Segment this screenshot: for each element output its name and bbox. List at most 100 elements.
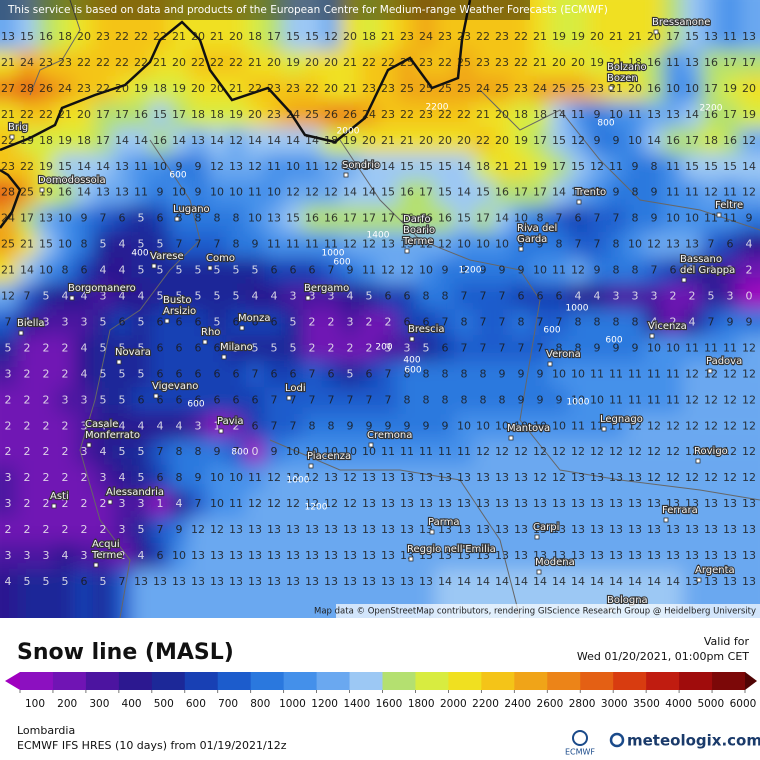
field-cell xyxy=(587,153,607,180)
grid-value: 11 xyxy=(666,56,680,69)
grid-value: 18 xyxy=(210,108,224,121)
field-cell xyxy=(340,0,360,50)
grid-value: 10 xyxy=(286,160,300,173)
field-cell xyxy=(378,361,398,388)
field-cell xyxy=(454,309,474,336)
field-cell xyxy=(283,205,303,232)
grid-value: 6 xyxy=(233,315,240,328)
field-cell xyxy=(378,543,398,569)
brand: meteologix.com xyxy=(627,732,760,750)
grid-value: 12 xyxy=(324,160,338,173)
grid-value: 13 xyxy=(685,497,699,510)
field-cell xyxy=(492,75,512,102)
grid-value: 6 xyxy=(404,315,411,328)
grid-value: 4 xyxy=(157,419,164,432)
grid-value: 12 xyxy=(685,471,699,484)
city-name: Bassano xyxy=(680,254,722,265)
field-cell xyxy=(245,49,265,76)
grid-value: 13 xyxy=(723,549,737,562)
grid-value: 2 xyxy=(81,471,88,484)
field-cell xyxy=(359,517,379,544)
field-cell xyxy=(264,309,284,336)
grid-value: 5 xyxy=(214,290,221,303)
field-cell xyxy=(55,465,75,492)
city-name: Padova xyxy=(706,356,742,367)
grid-value: 14 xyxy=(476,575,490,588)
field-cell xyxy=(359,153,379,180)
grid-value: 22 xyxy=(248,82,262,95)
grid-value: 13 xyxy=(248,523,262,536)
grid-value: 13 xyxy=(476,549,490,562)
grid-value: 13 xyxy=(362,497,376,510)
grid-value: 23 xyxy=(590,82,604,95)
field-cell xyxy=(36,257,56,284)
grid-value: 6 xyxy=(404,290,411,303)
notice-bg xyxy=(0,0,530,20)
grid-value: 14 xyxy=(457,575,471,588)
field-cell xyxy=(587,49,607,76)
grid-value: 5 xyxy=(176,290,183,303)
field-cell xyxy=(416,413,436,440)
field-cell xyxy=(682,335,702,362)
colorbar-segment xyxy=(283,672,318,690)
field-cell xyxy=(606,543,626,569)
grid-value: 14 xyxy=(343,186,357,199)
grid-value: 13 xyxy=(514,471,528,484)
city-name: Garda xyxy=(517,234,547,245)
city-marker xyxy=(649,333,655,339)
field-cell xyxy=(131,439,151,466)
field-cell xyxy=(359,387,379,414)
city: Ferrara xyxy=(661,504,699,523)
contour-label: 2200 xyxy=(426,103,449,113)
grid-value: 23 xyxy=(381,108,395,121)
grid-value: 22 xyxy=(96,56,110,69)
field-cell xyxy=(207,231,227,258)
city-marker xyxy=(286,395,292,401)
grid-value: 17 xyxy=(704,82,718,95)
field-cell xyxy=(340,231,360,258)
grid-value: 12 xyxy=(343,471,357,484)
field-cell xyxy=(226,49,246,76)
field-cell xyxy=(625,387,645,414)
grid-value: 6 xyxy=(518,290,525,303)
field-cell xyxy=(435,205,455,232)
field-cell xyxy=(511,0,531,50)
city-marker xyxy=(707,368,713,374)
grid-value: 7 xyxy=(119,575,126,588)
grid-value: 15 xyxy=(457,212,471,225)
grid-value: 7 xyxy=(537,315,544,328)
grid-value: 22 xyxy=(39,108,53,121)
city-marker xyxy=(39,187,45,193)
grid-value: 4 xyxy=(138,419,145,432)
contour-labels: 6001400100060040012001000600200400600600… xyxy=(131,103,722,513)
grid-value: 12 xyxy=(742,341,756,354)
city-name: Como xyxy=(206,253,235,264)
grid-value: 18 xyxy=(39,134,53,147)
grid-value: 6 xyxy=(290,367,297,380)
field-cell xyxy=(568,231,588,258)
grid-value: 13 xyxy=(438,497,452,510)
field-cell xyxy=(492,465,512,492)
field-cell xyxy=(549,127,569,154)
grid-value: 12 xyxy=(704,471,718,484)
grid-value: 5 xyxy=(43,290,50,303)
field-cell xyxy=(530,75,550,102)
grid-value: 21 xyxy=(476,108,490,121)
field-cell xyxy=(568,361,588,388)
field-cell xyxy=(606,0,626,50)
field-cell xyxy=(264,101,284,128)
field-cell xyxy=(131,0,151,50)
field-cell xyxy=(435,335,455,362)
field-cell xyxy=(245,335,265,362)
grid-value: 19 xyxy=(172,82,186,95)
grid-value: 13 xyxy=(476,471,490,484)
field-cell xyxy=(169,568,189,618)
field-cell xyxy=(606,517,626,544)
city-name: Bressanone xyxy=(652,17,710,28)
grid-value: 17 xyxy=(96,108,110,121)
grid-value: 13 xyxy=(438,549,452,562)
grid-value: 13 xyxy=(305,523,319,536)
field-cell xyxy=(93,465,113,492)
city-name: Boario xyxy=(403,225,435,236)
city-marker xyxy=(429,529,435,535)
